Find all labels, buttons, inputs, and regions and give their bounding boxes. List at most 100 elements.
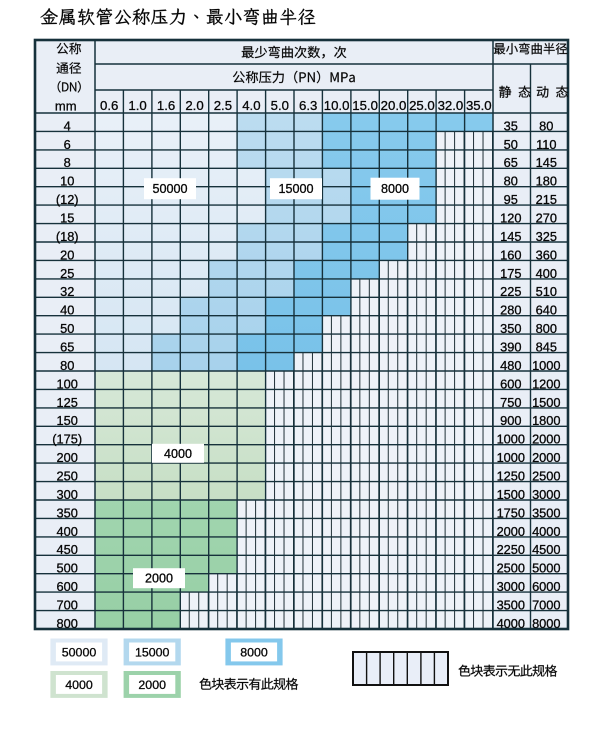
svg-text:250: 250 — [57, 469, 78, 484]
svg-text:15000: 15000 — [278, 182, 313, 196]
svg-text:1800: 1800 — [532, 413, 560, 428]
svg-text:3000: 3000 — [497, 579, 525, 594]
svg-text:50: 50 — [504, 137, 518, 152]
svg-text:225: 225 — [500, 284, 521, 299]
svg-text:35: 35 — [504, 118, 518, 133]
svg-text:6: 6 — [64, 137, 71, 152]
svg-text:4.0: 4.0 — [242, 98, 260, 113]
svg-text:25: 25 — [60, 266, 74, 281]
svg-text:600: 600 — [57, 579, 78, 594]
svg-text:0.6: 0.6 — [100, 98, 118, 113]
svg-text:845: 845 — [536, 340, 557, 355]
svg-text:360: 360 — [536, 247, 557, 262]
svg-text:270: 270 — [536, 211, 557, 226]
svg-text:65: 65 — [60, 340, 74, 355]
svg-text:2000: 2000 — [497, 524, 525, 539]
svg-text:700: 700 — [57, 598, 78, 613]
svg-text:2250: 2250 — [497, 542, 525, 557]
svg-text:350: 350 — [57, 505, 78, 520]
svg-text:1750: 1750 — [497, 505, 525, 520]
svg-text:150: 150 — [57, 413, 78, 428]
svg-text:8000: 8000 — [240, 646, 268, 660]
svg-text:7000: 7000 — [532, 598, 560, 613]
svg-text:50000: 50000 — [62, 646, 97, 660]
svg-text:390: 390 — [500, 340, 521, 355]
svg-text:1.6: 1.6 — [157, 98, 175, 113]
svg-text:8: 8 — [64, 155, 71, 170]
svg-text:80: 80 — [60, 358, 74, 373]
svg-text:5000: 5000 — [532, 561, 560, 576]
svg-text:2000: 2000 — [532, 450, 560, 465]
svg-text:50000: 50000 — [152, 182, 187, 196]
svg-text:1200: 1200 — [532, 376, 560, 391]
svg-text:160: 160 — [500, 247, 521, 262]
svg-text:4500: 4500 — [532, 542, 560, 557]
svg-text:1000: 1000 — [532, 358, 560, 373]
svg-text:600: 600 — [500, 376, 521, 391]
svg-text:15000: 15000 — [135, 646, 170, 660]
svg-text:300: 300 — [57, 487, 78, 502]
svg-text:400: 400 — [536, 266, 557, 281]
svg-text:280: 280 — [500, 303, 521, 318]
svg-text:32: 32 — [60, 284, 74, 299]
svg-text:480: 480 — [500, 358, 521, 373]
svg-text:2000: 2000 — [138, 678, 166, 692]
svg-text:80: 80 — [504, 174, 518, 189]
svg-text:20: 20 — [60, 247, 74, 262]
svg-text:8000: 8000 — [381, 182, 409, 196]
svg-text:2000: 2000 — [532, 432, 560, 447]
svg-text:(18): (18) — [56, 229, 79, 244]
svg-text:6.3: 6.3 — [299, 98, 317, 113]
svg-text:400: 400 — [57, 524, 78, 539]
svg-text:4000: 4000 — [164, 447, 192, 461]
svg-text:110: 110 — [536, 137, 556, 152]
svg-text:145: 145 — [536, 155, 557, 170]
svg-text:15: 15 — [60, 211, 74, 226]
svg-text:4000: 4000 — [532, 524, 560, 539]
svg-text:1000: 1000 — [497, 432, 525, 447]
svg-text:mm: mm — [55, 99, 77, 114]
svg-text:4000: 4000 — [497, 616, 525, 631]
svg-text:1500: 1500 — [497, 487, 525, 502]
svg-text:2500: 2500 — [497, 561, 525, 576]
svg-text:(175): (175) — [52, 432, 82, 447]
svg-text:3500: 3500 — [497, 598, 525, 613]
svg-text:3500: 3500 — [532, 505, 560, 520]
svg-text:2000: 2000 — [145, 572, 173, 586]
svg-text:35.0: 35.0 — [466, 98, 492, 113]
svg-text:1.0: 1.0 — [128, 98, 146, 113]
svg-text:510: 510 — [536, 284, 557, 299]
svg-text:1000: 1000 — [497, 450, 525, 465]
svg-text:450: 450 — [57, 542, 78, 557]
svg-text:95: 95 — [504, 192, 518, 207]
svg-text:900: 900 — [500, 413, 521, 428]
svg-text:1250: 1250 — [497, 469, 525, 484]
svg-text:3000: 3000 — [532, 487, 560, 502]
svg-text:32.0: 32.0 — [438, 98, 464, 113]
svg-text:100: 100 — [57, 376, 78, 391]
svg-text:10: 10 — [60, 174, 74, 189]
svg-text:2500: 2500 — [532, 469, 560, 484]
svg-text:6000: 6000 — [532, 579, 560, 594]
svg-text:5.0: 5.0 — [271, 98, 289, 113]
svg-text:20.0: 20.0 — [381, 98, 407, 113]
svg-text:350: 350 — [500, 321, 521, 336]
svg-text:65: 65 — [504, 155, 518, 170]
svg-text:800: 800 — [57, 616, 78, 631]
svg-text:40: 40 — [60, 303, 74, 318]
svg-text:80: 80 — [539, 118, 553, 133]
svg-text:175: 175 — [500, 266, 521, 281]
svg-text:125: 125 — [57, 395, 78, 410]
svg-text:2.5: 2.5 — [214, 98, 232, 113]
svg-text:500: 500 — [57, 561, 78, 576]
svg-text:180: 180 — [536, 174, 557, 189]
svg-text:1500: 1500 — [532, 395, 560, 410]
svg-text:145: 145 — [500, 229, 521, 244]
svg-text:4: 4 — [64, 118, 71, 133]
svg-text:800: 800 — [536, 321, 557, 336]
svg-text:120: 120 — [500, 211, 521, 226]
svg-text:750: 750 — [500, 395, 521, 410]
svg-text:25.0: 25.0 — [409, 98, 435, 113]
svg-text:215: 215 — [536, 192, 557, 207]
svg-text:200: 200 — [57, 450, 78, 465]
